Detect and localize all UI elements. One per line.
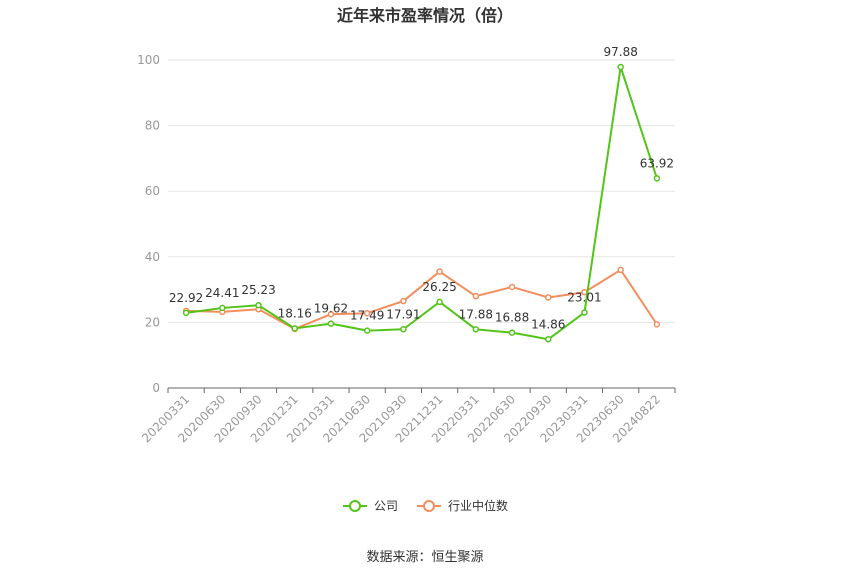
y-tick-label: 0 <box>152 381 160 395</box>
data-point-company[interactable] <box>508 329 516 336</box>
data-label: 26.25 <box>422 280 456 294</box>
data-label: 18.16 <box>278 306 312 320</box>
data-point-industry-median[interactable] <box>436 268 443 275</box>
data-label: 97.88 <box>603 45 637 59</box>
data-point-industry-median[interactable] <box>363 309 371 317</box>
data-point-company[interactable] <box>182 309 190 317</box>
legend-marker-company-icon <box>342 499 367 512</box>
legend-item-company[interactable]: 公司 <box>342 497 398 514</box>
data-point-company[interactable] <box>436 298 443 306</box>
series-line-industry-median <box>186 268 658 330</box>
data-label: 24.41 <box>205 286 239 300</box>
legend-item-industry-median[interactable]: 行业中位数 <box>416 497 508 514</box>
data-label: 63.92 <box>640 156 674 170</box>
data-point-industry-median[interactable] <box>472 292 480 300</box>
line-chart: 0204060801002020033120200630202009302020… <box>137 45 676 445</box>
data-point-company[interactable] <box>653 175 661 182</box>
data-point-company[interactable] <box>545 336 552 343</box>
legend-label-industry-median: 行业中位数 <box>448 499 509 513</box>
data-point-industry-median[interactable] <box>508 283 516 291</box>
data-label: 17.91 <box>386 307 420 321</box>
y-tick-label: 40 <box>145 250 160 264</box>
y-tick-label: 20 <box>145 315 160 329</box>
y-tick-label: 100 <box>137 53 160 67</box>
data-point-industry-median[interactable] <box>653 321 661 328</box>
chart-title: 近年来市盈率情况（倍） <box>336 6 513 25</box>
data-point-company[interactable] <box>327 320 335 327</box>
data-label: 23.01 <box>567 291 601 305</box>
data-label: 17.88 <box>459 307 493 321</box>
data-point-company[interactable] <box>291 325 298 332</box>
y-tick-label: 80 <box>145 119 160 133</box>
legend-marker-industry-median-icon <box>417 499 441 512</box>
series-line-company <box>185 65 658 341</box>
data-point-company[interactable] <box>581 309 588 316</box>
data-point-company[interactable] <box>472 326 480 333</box>
data-label: 17.49 <box>350 309 384 323</box>
data-label: 14.86 <box>531 317 565 331</box>
data-point-company[interactable] <box>617 63 624 71</box>
data-point-company[interactable] <box>255 301 262 309</box>
legend: 公司 行业中位数 <box>0 497 850 514</box>
data-point-industry-median[interactable] <box>327 310 335 318</box>
data-label: 22.92 <box>169 291 203 305</box>
source-note: 数据来源：恒生聚源 <box>366 550 484 565</box>
data-label: 16.88 <box>495 311 529 325</box>
legend-label-company: 公司 <box>373 499 398 513</box>
data-point-company[interactable] <box>219 304 226 312</box>
data-point-industry-median[interactable] <box>400 297 407 305</box>
data-point-company[interactable] <box>363 327 371 334</box>
data-point-industry-median[interactable] <box>545 294 552 301</box>
y-tick-label: 60 <box>145 184 160 198</box>
data-label: 19.62 <box>314 302 348 316</box>
data-point-industry-median[interactable] <box>617 266 624 274</box>
data-point-company[interactable] <box>400 326 407 333</box>
data-label: 25.23 <box>241 283 275 297</box>
